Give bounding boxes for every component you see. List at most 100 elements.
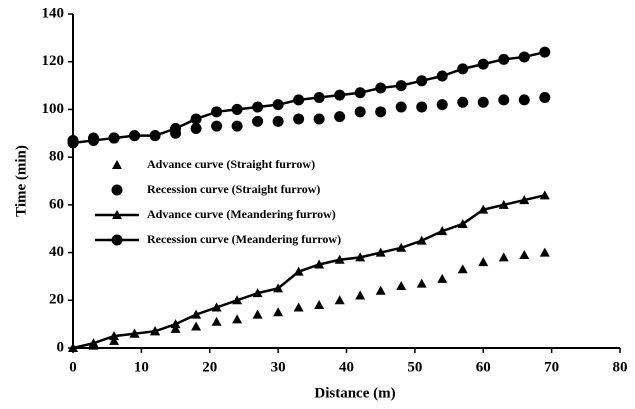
y-tick-label: 60 [49,196,64,212]
circle-marker [457,63,469,75]
x-tick-label: 50 [407,359,422,375]
triangle-marker [539,247,550,257]
circle-marker [498,94,510,106]
triangle-marker [150,326,161,336]
circle-marker [231,103,243,115]
triangle-marker [232,295,243,305]
legend-label: Advance curve (Straight furrow) [147,157,315,171]
triangle-marker [273,307,284,317]
circle-marker [170,123,182,135]
circle-marker [313,92,325,103]
triangle-marker [252,309,263,319]
circle-marker [252,115,264,127]
triangle-marker [519,195,530,205]
triangle-marker [539,190,550,200]
x-tick-label: 20 [202,359,217,375]
triangle-marker [191,321,202,331]
triangle-marker [293,302,304,312]
circle-marker [477,58,489,70]
circle-marker [111,234,123,246]
y-tick-label: 140 [42,5,65,21]
circle-marker [149,130,161,142]
triangle-marker [109,335,120,345]
triangle-marker [129,328,140,338]
circle-marker [539,46,551,58]
circle-marker [108,132,120,144]
triangle-marker [478,257,489,267]
y-tick-label: 20 [49,292,64,308]
triangle-marker [170,323,181,333]
legend-label: Recession curve (Meandering furrow) [147,232,341,246]
triangle-marker [498,252,509,262]
x-tick-label: 0 [69,359,77,375]
series-line [72,194,546,350]
legend-label: Recession curve (Straight furrow) [147,182,320,196]
triangle-marker [437,226,448,236]
triangle-marker [109,331,120,341]
triangle-marker [170,319,181,329]
circle-marker [67,137,79,149]
x-tick-label: 30 [271,359,286,375]
x-tick-label: 10 [134,359,149,375]
circle-marker [539,92,551,103]
circle-marker [395,80,407,92]
circle-marker [231,120,243,132]
circle-marker [498,53,510,65]
circle-marker [436,70,448,82]
circle-marker [211,120,223,132]
triangle-marker [396,242,407,252]
triangle-marker [252,288,263,298]
triangle-marker [191,309,202,319]
x-tick-label: 40 [339,359,354,375]
triangle-marker [437,273,448,283]
circle-marker [334,89,346,101]
triangle-marker [273,283,284,293]
legend-label: Advance curve (Meandering furrow) [147,207,336,221]
circle-marker [395,101,407,113]
triangle-marker [416,278,427,288]
triangle-marker [375,285,386,295]
series-line [72,50,546,145]
x-tick-label: 70 [544,359,559,375]
triangle-marker [355,290,366,300]
x-axis-title: Distance (m) [314,385,395,401]
circle-marker [272,115,284,127]
triangle-marker [68,343,78,352]
triangle-marker [478,204,489,214]
triangle-marker [112,210,122,219]
triangle-marker [112,160,122,169]
y-tick-label: 0 [57,339,65,355]
triangle-marker [457,264,468,274]
triangle-marker [396,280,407,290]
circle-marker [190,113,202,125]
y-tick-label: 80 [49,149,64,165]
circle-marker [416,101,428,113]
circle-marker [313,113,325,125]
y-tick-label: 120 [42,53,65,69]
circle-marker [293,94,305,106]
triangle-marker [88,338,99,348]
circle-marker [211,106,223,118]
circle-marker [252,101,264,113]
y-tick-label: 40 [49,244,64,260]
triangle-marker [211,302,222,312]
triangle-marker [457,218,468,228]
circle-marker [354,87,366,99]
circle-marker [518,94,530,106]
triangle-marker [314,300,325,310]
triangle-marker [416,235,427,245]
triangle-marker [375,247,386,257]
circle-marker [416,75,428,87]
triangle-marker [232,314,243,324]
x-tick-label: 60 [476,359,491,375]
triangle-marker [314,259,325,269]
circle-marker [518,51,530,63]
y-tick-label: 100 [42,101,65,117]
circle-marker [88,134,100,146]
triangle-marker [293,266,304,276]
triangle-marker [211,316,222,326]
triangle-marker [519,249,530,259]
circle-marker [457,96,469,108]
circle-marker [129,130,141,142]
circle-marker [477,96,489,108]
